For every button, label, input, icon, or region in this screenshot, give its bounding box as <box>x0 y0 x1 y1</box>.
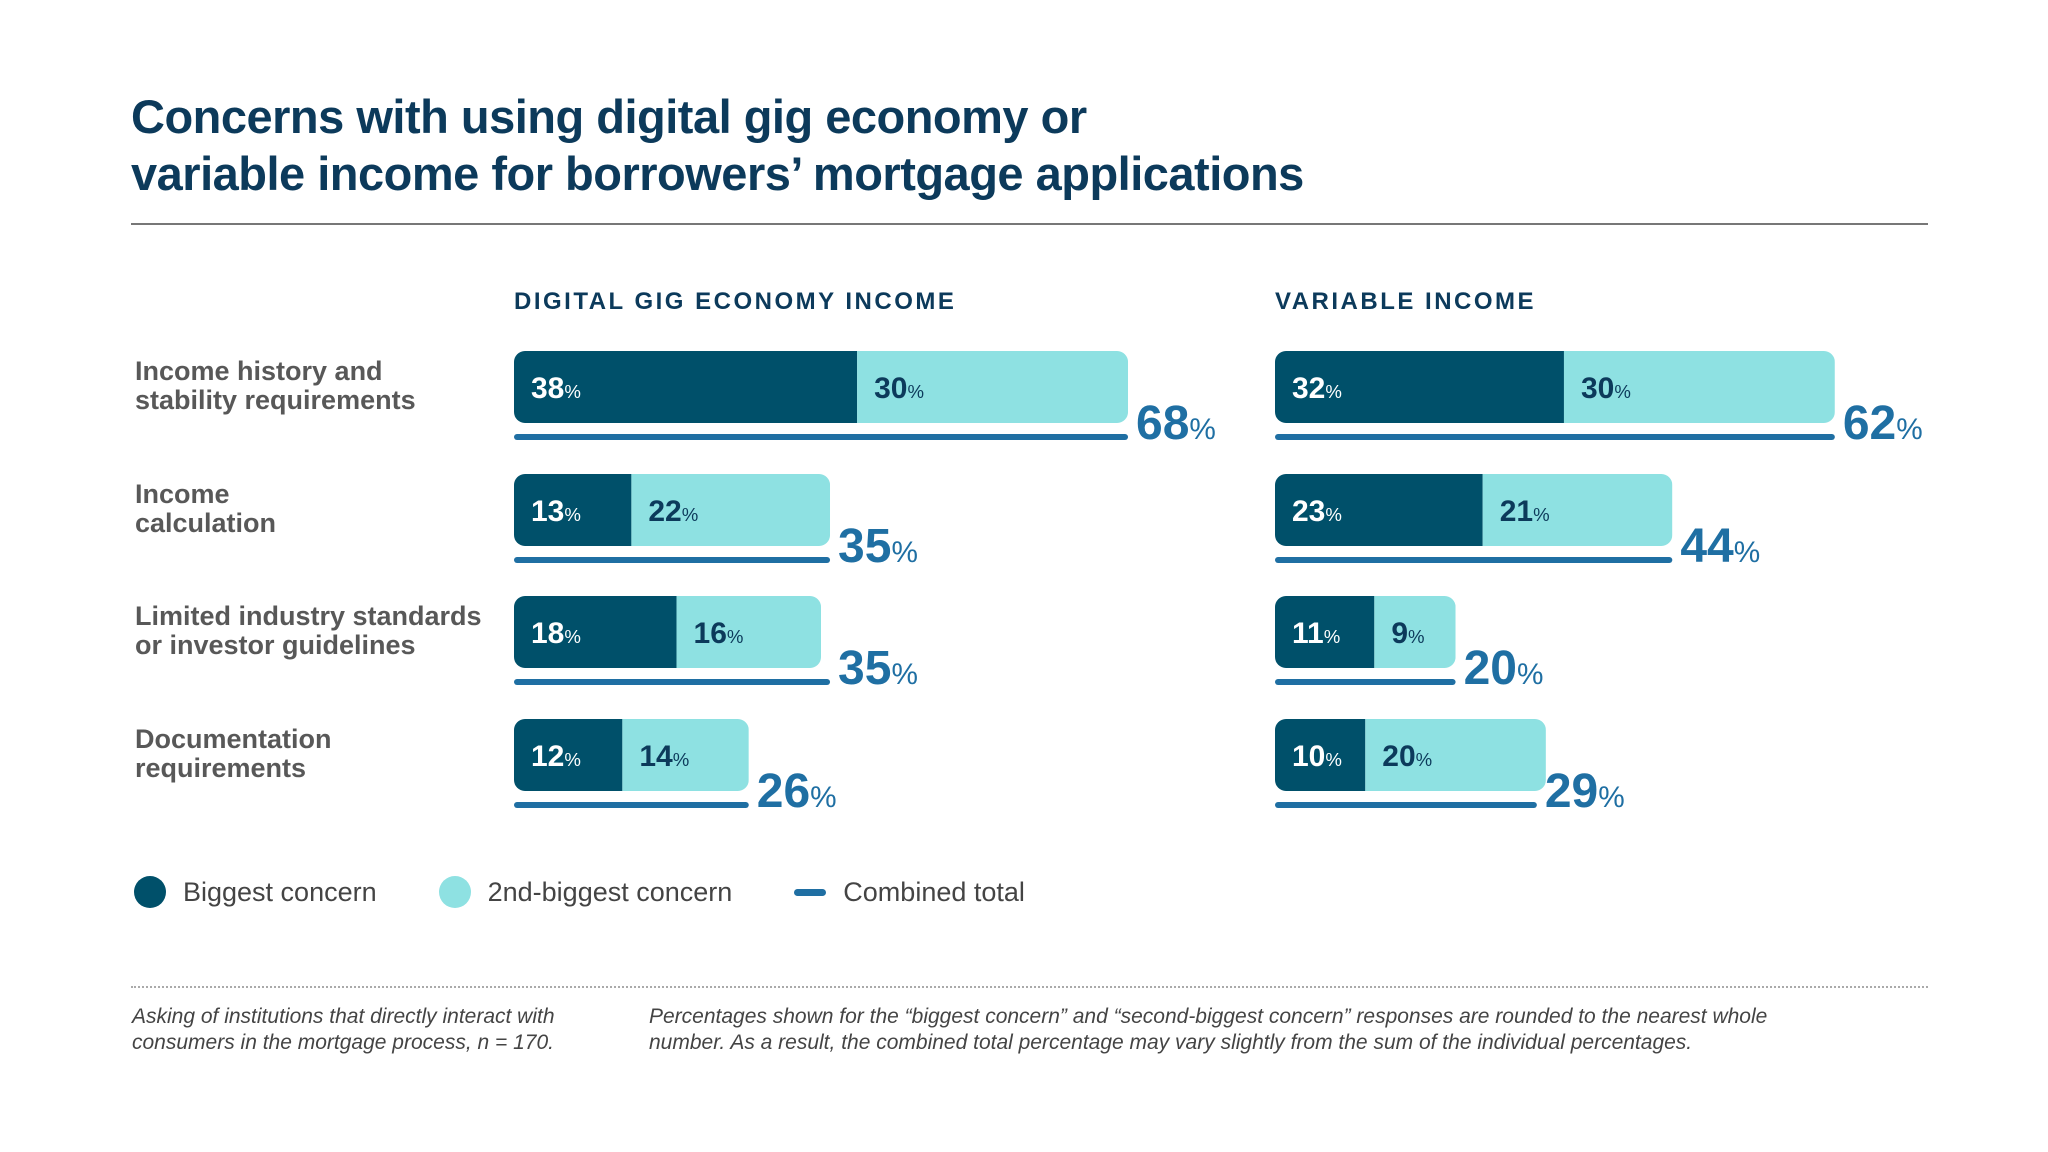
combined-total-line <box>1275 802 1537 808</box>
legend-label: Combined total <box>843 876 1025 907</box>
bar-biggest-concern <box>514 719 623 791</box>
data-label-total: 35% <box>838 520 918 573</box>
data-label-biggest: 10% <box>1292 740 1342 773</box>
data-label-total: 68% <box>1136 397 1216 450</box>
category-label-line: or investor guidelines <box>135 630 416 660</box>
category-label-line: Income <box>135 479 230 509</box>
combined-total-line <box>514 679 831 685</box>
bar-biggest-concern <box>514 351 858 423</box>
legend-swatch-dark <box>134 876 166 908</box>
bar-second-concern <box>622 719 749 791</box>
data-label-total: 44% <box>1680 520 1760 573</box>
title-line-1: Concerns with using digital gig economy … <box>131 90 1087 143</box>
category-label: Documentation requirements <box>135 725 332 783</box>
bar-second-concern <box>1563 351 1835 423</box>
footnote-divider <box>131 986 1928 988</box>
category-label-line: Documentation <box>135 724 332 754</box>
data-label-second: 14% <box>639 740 689 773</box>
combined-total-line <box>514 802 749 808</box>
stacked-bar <box>1275 596 1456 668</box>
category-label-line: stability requirements <box>135 385 416 415</box>
category-label-line: calculation <box>135 508 277 538</box>
category-label: Limited industry standards or investor gu… <box>135 602 482 660</box>
data-label-second: 30% <box>874 372 924 405</box>
title-divider <box>131 223 1928 225</box>
data-label-second: 20% <box>1382 740 1432 773</box>
data-label-biggest: 12% <box>531 740 581 773</box>
legend-label: Biggest concern <box>183 876 377 907</box>
data-label-biggest: 23% <box>1292 495 1342 528</box>
data-label-second: 21% <box>1500 495 1550 528</box>
data-label-biggest: 32% <box>1292 372 1342 405</box>
data-label-biggest: 13% <box>531 495 581 528</box>
data-label-second: 9% <box>1391 617 1424 650</box>
category-label-line: Income history and <box>135 356 383 386</box>
bar-biggest-concern <box>1275 719 1366 791</box>
panel-title-variable: VARIABLE INCOME <box>1275 288 1537 315</box>
stacked-bar <box>1275 719 1546 791</box>
chart-title: Concerns with using digital gig economy … <box>131 88 1304 202</box>
category-label: Income history and stability requirements <box>135 357 416 415</box>
legend: Biggest concern 2nd-biggest concern Comb… <box>134 876 1087 908</box>
panel-title-gig: DIGITAL GIG ECONOMY INCOME <box>514 288 957 315</box>
combined-total-line <box>514 557 831 563</box>
category-label-line: requirements <box>135 753 307 783</box>
data-label-second: 22% <box>648 495 698 528</box>
bar-biggest-concern <box>1275 596 1375 668</box>
data-label-biggest: 18% <box>531 617 581 650</box>
stacked-bar <box>514 474 831 546</box>
bar-biggest-concern <box>514 474 632 546</box>
bar-biggest-concern <box>1275 474 1483 546</box>
data-label-total: 29% <box>1545 765 1625 818</box>
data-label-biggest: 11% <box>1292 617 1340 650</box>
data-label-total: 26% <box>757 765 837 818</box>
category-label-line: Limited industry standards <box>135 601 482 631</box>
data-label-second: 16% <box>694 617 744 650</box>
legend-item-second: 2nd-biggest concern <box>438 876 733 908</box>
bar-biggest-concern <box>514 596 677 668</box>
bar-biggest-concern <box>1275 351 1564 423</box>
category-label: Income calculation <box>135 480 276 538</box>
combined-total-line <box>1275 679 1456 685</box>
legend-item-total: Combined total <box>794 877 1025 908</box>
legend-label: 2nd-biggest concern <box>487 876 733 907</box>
data-label-total: 62% <box>1843 397 1923 450</box>
stacked-bar <box>1275 351 1835 423</box>
data-label-biggest: 38% <box>531 372 581 405</box>
bar-second-concern <box>1365 719 1546 791</box>
title-line-2: variable income for borrowers’ mortgage … <box>131 147 1304 200</box>
stacked-bar <box>514 719 749 791</box>
bar-second-concern <box>1482 474 1673 546</box>
bar-second-concern <box>857 351 1129 423</box>
legend-item-biggest: Biggest concern <box>134 876 377 908</box>
bar-second-concern <box>1374 596 1456 668</box>
stacked-bar <box>514 596 822 668</box>
stacked-bar <box>1275 474 1673 546</box>
stacked-bar <box>514 351 1129 423</box>
legend-swatch-line <box>794 888 827 896</box>
data-label-second: 30% <box>1581 372 1631 405</box>
footnote-rounding: Percentages shown for the “biggest conce… <box>649 1005 1768 1054</box>
legend-swatch-light <box>438 876 471 908</box>
combined-total-line <box>1275 434 1835 440</box>
data-label-total: 20% <box>1464 642 1544 695</box>
data-label-total: 35% <box>838 642 918 695</box>
bar-second-concern <box>676 596 822 668</box>
combined-total-line <box>514 434 1129 440</box>
bar-second-concern <box>631 474 831 546</box>
combined-total-line <box>1275 557 1673 563</box>
footnote-sample: Asking of institutions that directly int… <box>132 1005 555 1054</box>
